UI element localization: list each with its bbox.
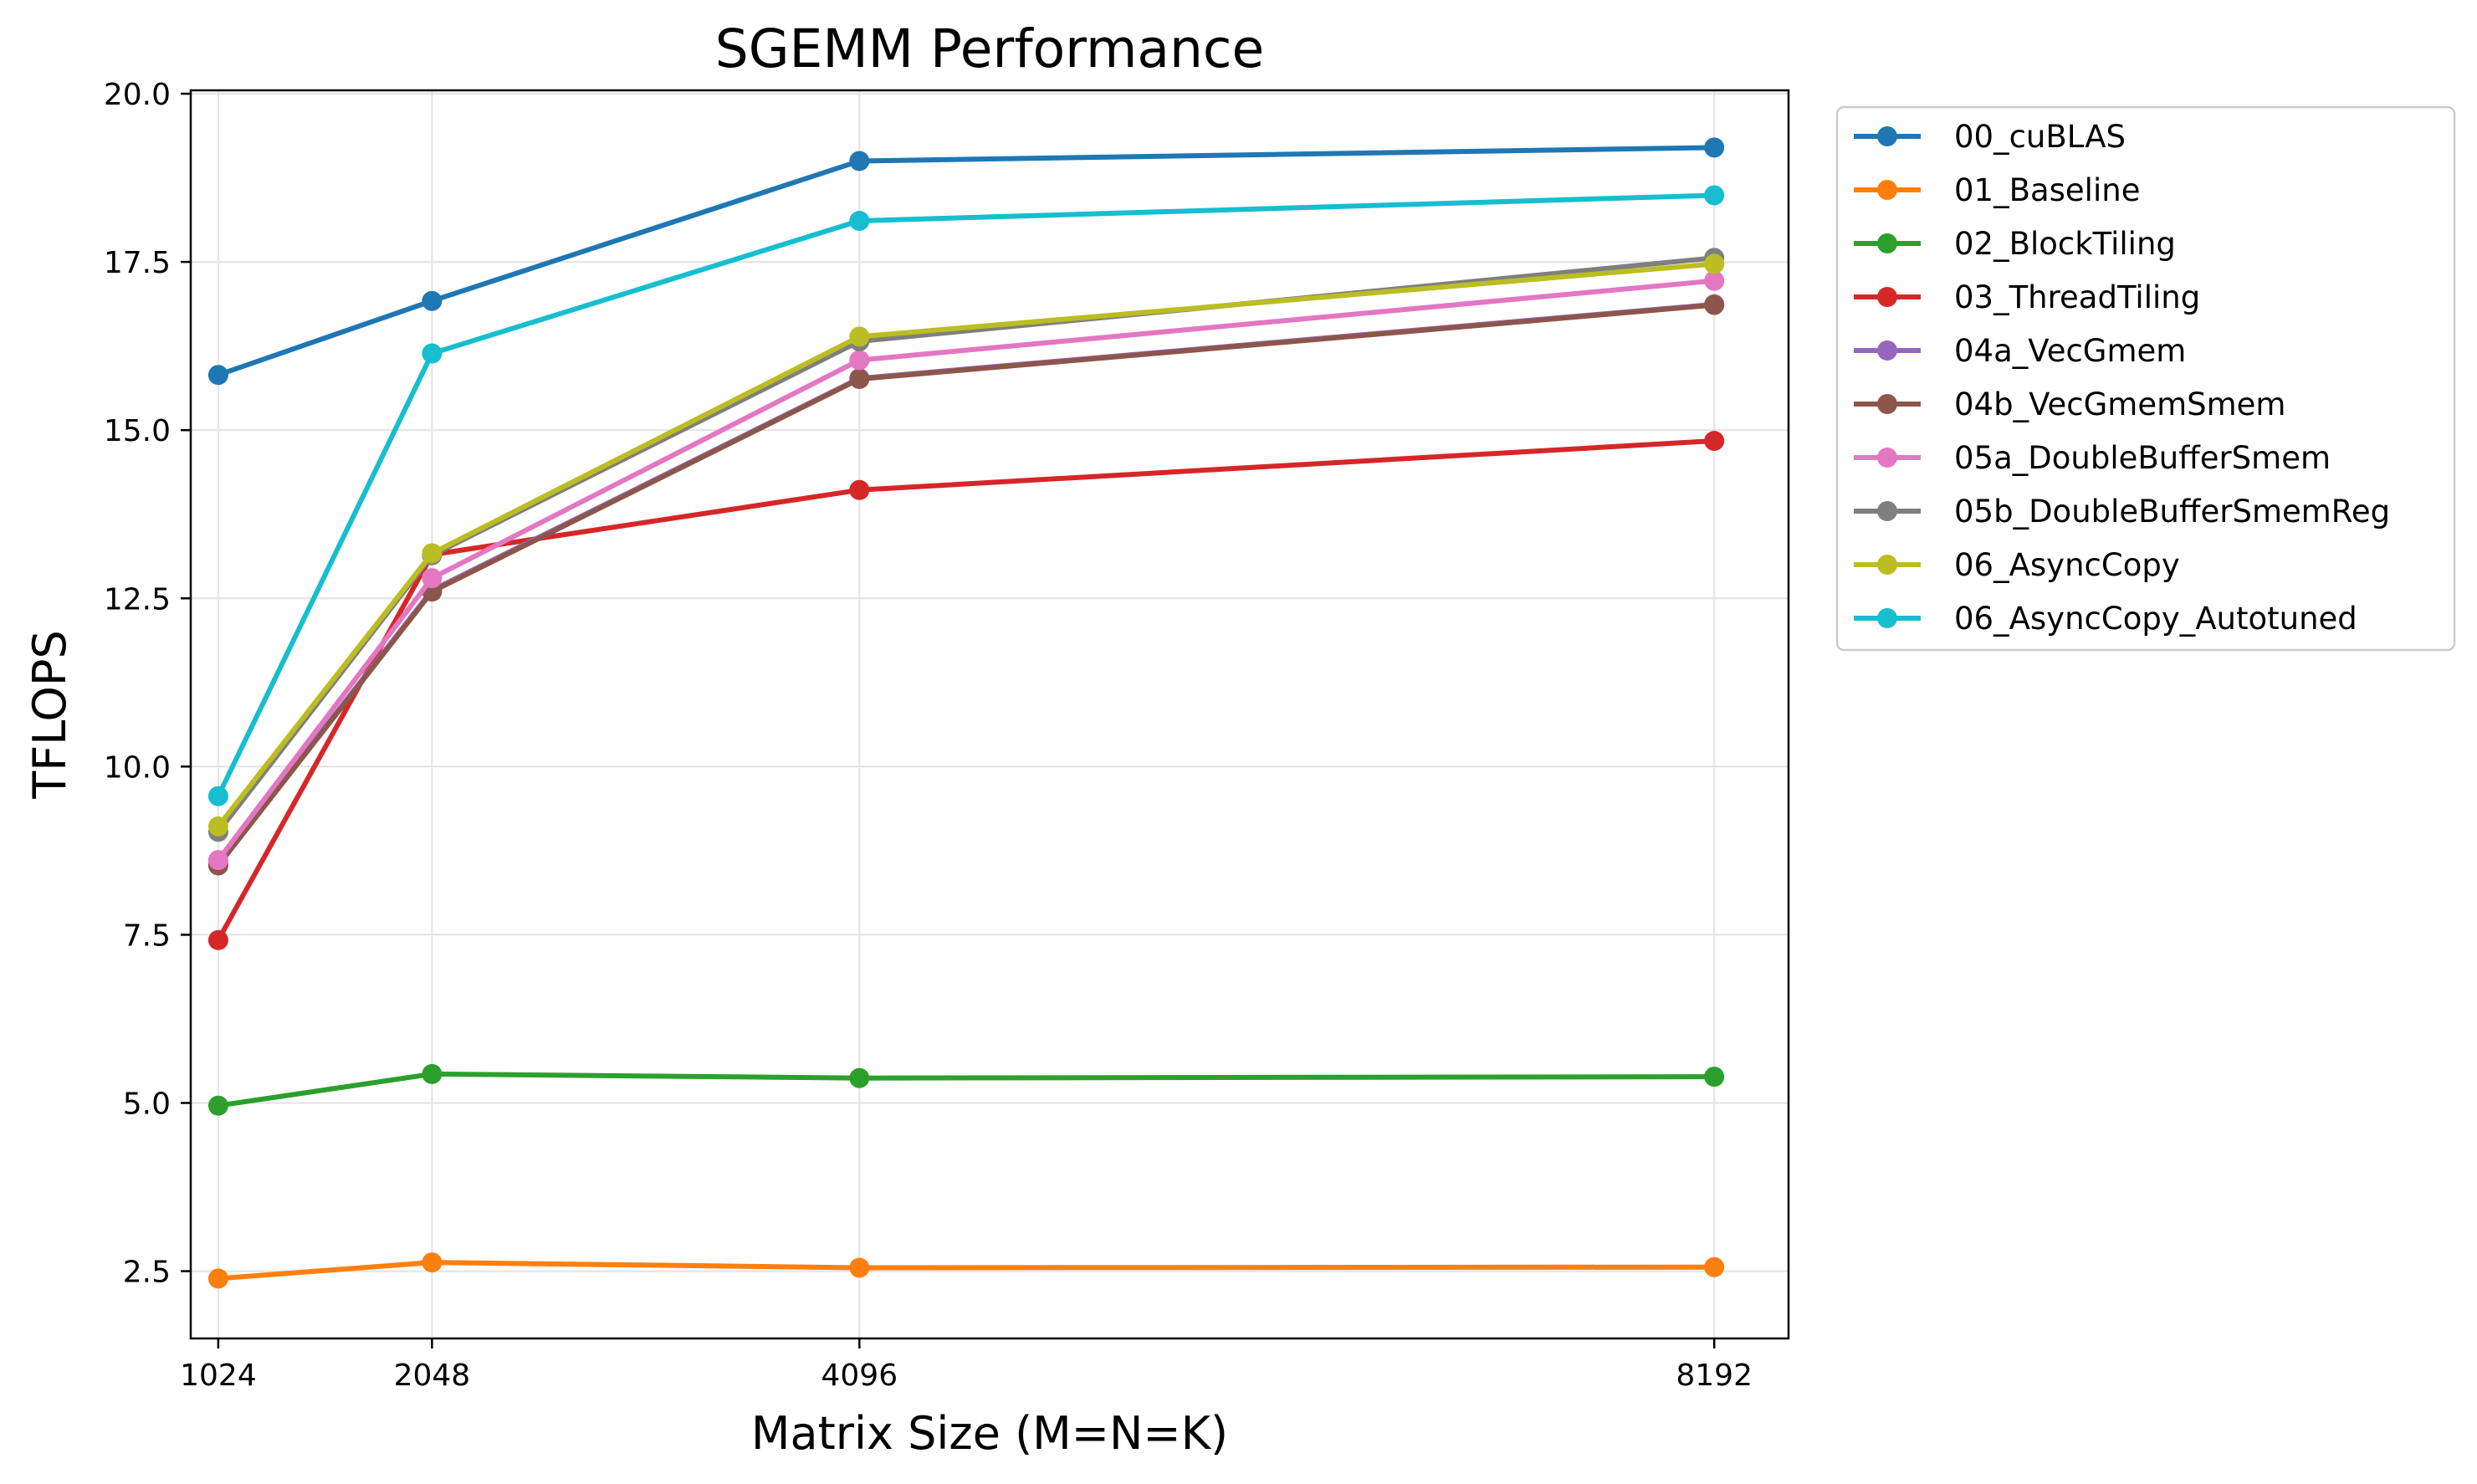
series-lines [207,137,1725,1289]
legend-swatch-marker [1877,287,1897,307]
data-point [207,1268,228,1289]
legend-swatch-marker [1877,126,1897,146]
x-tick-label: 2048 [394,1359,471,1393]
chart-title: SGEMM Performance [715,18,1265,79]
data-point [1704,294,1725,315]
data-point [422,1252,443,1273]
series-05a_DoubleBufferSmem [207,270,1725,871]
legend-label: 05a_DoubleBufferSmem [1954,440,2331,476]
data-point [1704,270,1725,291]
legend-label: 04b_VecGmemSmem [1954,386,2285,422]
legend-swatch-marker [1877,555,1897,575]
data-point [849,369,870,390]
legend-entry: 05b_DoubleBufferSmemReg [1854,494,2390,530]
data-point [1704,137,1725,158]
series-line [215,278,1717,863]
x-axis-label: Matrix Size (M=N=K) [751,1407,1228,1460]
legend-label: 02_BlockTiling [1954,226,2176,262]
legend-entry: 05a_DoubleBufferSmem [1854,440,2331,476]
data-point [849,151,870,171]
legend-swatch-marker [1877,608,1897,628]
legend-label: 05b_DoubleBufferSmemReg [1954,494,2390,530]
legend-swatch-marker [1877,394,1897,414]
data-point [207,816,228,837]
y-tick-label: 17.5 [104,246,171,280]
data-point [1704,185,1725,206]
y-tick-label: 7.5 [123,919,171,953]
data-point [849,479,870,500]
legend: 00_cuBLAS 01_Baseline 02_BlockTiling 03_Thr… [1835,105,2456,652]
y-tick-label: 20.0 [104,78,171,112]
legend-label: 06_AsyncCopy [1954,547,2180,583]
legend-box [1835,105,2456,652]
x-tick-label: 4096 [821,1359,898,1393]
legend-entry: 06_AsyncCopy_Autotuned [1854,601,2357,637]
series-01_Baseline [207,1252,1725,1289]
data-point [422,343,443,364]
legend-swatch-marker [1877,180,1897,200]
axes: 1024 2048 4096 8192 2.5 5.0 7.5 10.0 12.5 15.0 17.… [104,78,1753,1393]
data-point [1704,431,1725,452]
data-point [422,1063,443,1084]
gridlines [191,90,1789,1338]
legend-entry: 03_ThreadTiling [1854,279,2200,315]
y-tick-label: 12.5 [104,582,171,617]
data-point [207,365,228,386]
series-line [215,302,1717,868]
data-point [207,850,228,871]
series-line [215,438,1717,943]
data-point [207,1095,228,1116]
legend-label: 01_Baseline [1954,172,2140,208]
legend-entry: 00_cuBLAS [1854,119,2126,155]
legend-swatch-marker [1877,340,1897,361]
data-point [207,929,228,950]
series-06_AsyncCopy [207,253,1725,837]
y-tick-label: 5.0 [123,1087,171,1121]
data-point [422,568,443,589]
data-point [849,1257,870,1278]
data-point [1704,1256,1725,1277]
data-point [849,326,870,347]
legend-label: 03_ThreadTiling [1954,279,2200,315]
series-02_BlockTiling [207,1063,1725,1116]
x-tick-label: 8192 [1676,1359,1753,1393]
legend-entry: 01_Baseline [1854,172,2140,208]
legend-entry: 04a_VecGmem [1854,333,2186,369]
y-axis-label: TFLOPS [23,630,76,800]
y-tick-label: 10.0 [104,750,171,785]
series-line [215,1260,1717,1282]
series-line [215,1071,1717,1108]
series-00_cuBLAS [207,137,1725,386]
data-point [849,1067,870,1088]
legend-label: 06_AsyncCopy_Autotuned [1954,601,2357,637]
series-04b_VecGmemSmem [207,294,1725,876]
series-line [215,145,1717,378]
data-point [1704,1067,1725,1087]
series-line [215,261,1717,829]
data-point [422,290,443,311]
legend-swatch-marker [1877,448,1897,468]
plot-frame [189,89,1790,1340]
data-point [1704,253,1725,274]
data-point [849,211,870,232]
legend-swatch-marker [1877,501,1897,521]
series-line [215,192,1717,799]
legend-swatch-marker [1877,233,1897,253]
y-tick-label: 15.0 [104,414,171,448]
y-tick-label: 2.5 [123,1256,171,1290]
legend-entry: 06_AsyncCopy [1854,547,2180,583]
legend-entry: 04b_VecGmemSmem [1854,386,2285,422]
legend-entry: 02_BlockTiling [1854,226,2176,262]
x-tick-label: 1024 [180,1359,257,1393]
legend-label: 04a_VecGmem [1954,333,2186,369]
data-point [422,543,443,564]
data-point [849,350,870,371]
series-06_AsyncCopy_Autotuned [207,185,1725,806]
data-point [207,785,228,806]
legend-label: 00_cuBLAS [1954,119,2126,155]
